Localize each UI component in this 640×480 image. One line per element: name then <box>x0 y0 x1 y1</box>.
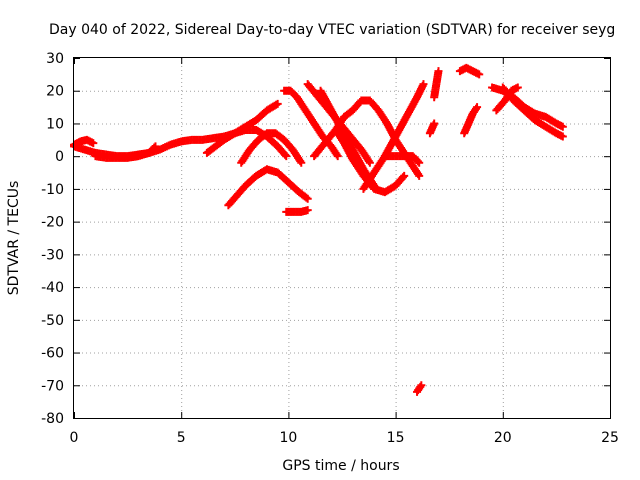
series-track-21 <box>498 83 567 141</box>
data-point <box>333 152 342 161</box>
y-tick-label: -10 <box>41 182 64 198</box>
x-tick-label: 15 <box>387 430 405 446</box>
y-tick-label: 0 <box>55 149 64 165</box>
y-tick-label: -70 <box>41 378 64 394</box>
x-tick-label: 0 <box>70 430 79 446</box>
x-tick-label: 10 <box>279 430 297 446</box>
y-tick-label: -50 <box>41 313 64 329</box>
data-point <box>513 83 522 92</box>
data-point <box>273 99 282 108</box>
data-point <box>400 171 409 180</box>
y-tick-label: 30 <box>46 51 64 67</box>
series-track-6 <box>237 129 306 167</box>
y-tick-label: -20 <box>41 215 64 231</box>
data-point <box>419 80 428 89</box>
data-point <box>472 104 480 113</box>
data-point <box>430 119 439 128</box>
x-tick-label: 5 <box>177 430 186 446</box>
data-point <box>302 193 311 202</box>
data-point <box>413 157 422 166</box>
data-point <box>414 170 423 179</box>
series-track-17 <box>455 63 484 79</box>
data-point <box>417 381 426 390</box>
series-track-16 <box>425 119 439 138</box>
series-track-8 <box>282 206 312 216</box>
series-track-15 <box>430 67 443 102</box>
data-points <box>70 63 567 396</box>
data-point <box>416 382 425 391</box>
data-point <box>475 70 484 79</box>
data-point <box>434 67 443 76</box>
x-axis-label: GPS time / hours <box>282 458 399 474</box>
data-point <box>281 150 290 159</box>
y-tick-label: 10 <box>46 116 64 132</box>
data-point <box>150 143 159 152</box>
data-point <box>365 158 374 167</box>
data-point <box>332 150 341 159</box>
data-point <box>398 173 407 182</box>
y-tick-label: -40 <box>41 280 64 296</box>
series-track-22 <box>413 381 426 396</box>
series-track-14 <box>380 152 424 167</box>
tick-label-layer: 0 5 10 15 20 25 30 20 10 0 -10 -20 -30 -40 -50 -60 -70 -8… <box>41 51 619 446</box>
series-track-18 <box>460 103 482 138</box>
x-tick-label: 20 <box>494 430 512 446</box>
series-track-3 <box>91 142 160 162</box>
data-point <box>296 157 305 166</box>
y-tick-label: -80 <box>41 411 64 427</box>
y-tick-label: -30 <box>41 247 64 263</box>
chart-title: Day 040 of 2022, Sidereal Day-to-day VTE… <box>49 22 615 38</box>
plot-frame <box>73 57 611 419</box>
data-point <box>303 206 312 215</box>
y-tick-label: -60 <box>41 346 64 362</box>
data-point <box>364 157 373 166</box>
data-point <box>282 152 291 161</box>
data-point <box>473 103 482 112</box>
y-axis-label: SDTVAR / TECUs <box>6 181 22 296</box>
series-track-13 <box>359 80 428 193</box>
tick-layer <box>74 58 611 419</box>
data-point <box>415 158 424 167</box>
data-point <box>415 171 424 180</box>
data-point <box>89 139 98 148</box>
data-point <box>558 122 567 131</box>
y-tick-label: 20 <box>46 84 64 100</box>
data-point <box>151 142 160 151</box>
data-point <box>297 158 306 167</box>
data-point <box>558 132 567 141</box>
series-track-5 <box>224 165 312 210</box>
data-point <box>303 194 312 203</box>
x-tick-label: 25 <box>601 430 619 446</box>
